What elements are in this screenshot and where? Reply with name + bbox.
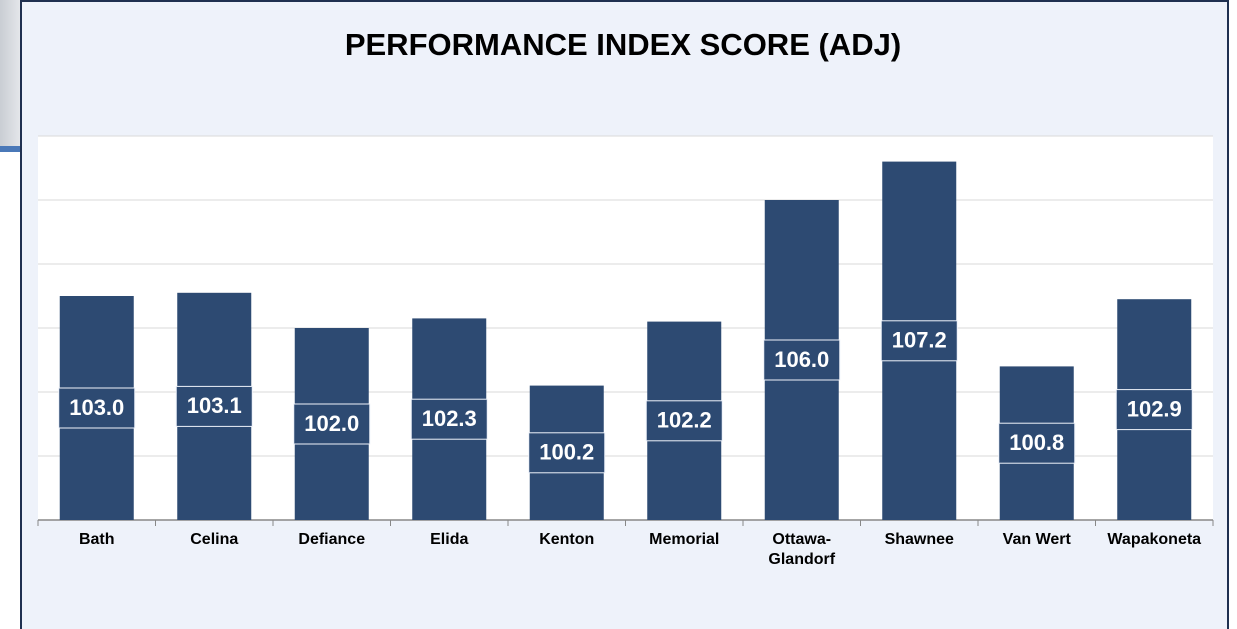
x-tick-label: Defiance [298,531,366,548]
x-tick-label: Memorial [649,531,720,548]
value-label: 106.0 [774,347,829,372]
value-label: 103.0 [69,395,124,420]
value-label-box [645,400,723,442]
x-tick-label: Shawnee [884,531,954,548]
value-label-box [998,422,1076,464]
x-tick-label: Kenton [539,531,595,548]
value-label-box [763,339,841,381]
chart-title: PERFORMANCE INDEX SCORE (ADJ) [345,27,901,62]
value-label: 103.1 [187,393,242,418]
x-tick-label: Wapakoneta [1107,531,1202,548]
value-label-box [175,385,253,427]
x-tick-label: Elida [430,531,469,548]
background-panel [0,0,20,150]
value-label: 100.2 [539,440,594,465]
background-edge [0,146,20,152]
value-label-box [58,387,136,429]
value-label-box [410,398,488,440]
value-label-box [880,320,958,362]
value-label: 102.3 [422,406,477,431]
value-label: 102.9 [1127,396,1182,421]
x-tick-label: Van Wert [1002,531,1071,548]
x-tick-label: Bath [78,531,115,548]
value-label: 100.8 [1009,430,1064,455]
value-label: 102.0 [304,411,359,436]
value-label-box [1115,389,1193,431]
value-label-box [528,432,606,474]
value-label: 102.2 [657,408,712,433]
x-tick-label: Ottawa-Glandorf [768,531,836,568]
x-tick-label: Celina [190,531,239,548]
value-label: 107.2 [892,328,947,353]
value-label-box [293,403,371,445]
